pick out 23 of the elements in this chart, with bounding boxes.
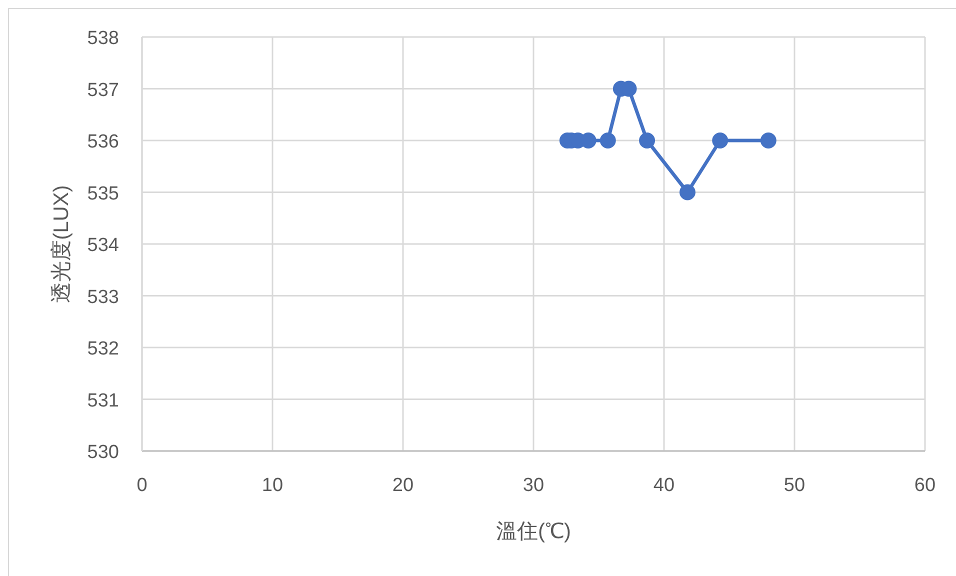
point (760, 132, 776, 148)
x-tick-label: 30 (522, 475, 544, 496)
x-tick-label: 20 (392, 475, 414, 496)
y-tick-label: 531 (87, 390, 119, 412)
x-tick-label: 50 (784, 475, 806, 496)
y-tick-label: 536 (87, 132, 119, 152)
y-tick-label: 535 (87, 183, 119, 204)
x-axis-title: 溫住(℃) (496, 520, 571, 543)
point (712, 132, 728, 148)
y-tick-label: 538 (87, 28, 119, 49)
point (679, 184, 696, 200)
x-tick-label: 0 (136, 475, 148, 496)
x-tick-label: 60 (914, 475, 936, 496)
y-tick-label: 532 (87, 338, 119, 360)
y-tick-label: 537 (87, 80, 119, 101)
point (639, 132, 656, 148)
y-tick-label: 533 (87, 286, 119, 308)
x-tick-label: 40 (653, 475, 675, 496)
y-tick-label: 530 (87, 442, 119, 463)
x-tick-label: 10 (262, 475, 284, 496)
y-axis-title: 透光度(LUX) (50, 185, 73, 303)
y-tick-label: 534 (87, 235, 120, 256)
point (600, 132, 616, 148)
